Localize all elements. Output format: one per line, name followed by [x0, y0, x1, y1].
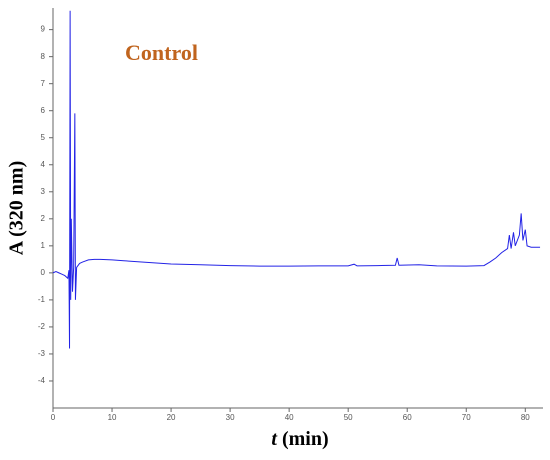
x-axis-symbol: t — [271, 428, 278, 450]
x-tick-label: 70 — [462, 413, 471, 422]
y-tick-label: -3 — [38, 349, 46, 358]
y-tick-label: 9 — [41, 25, 46, 34]
y-tick-label: 5 — [41, 133, 46, 142]
x-tick-label: 30 — [226, 413, 235, 422]
y-tick-label: -4 — [38, 376, 46, 385]
y-tick-label: 3 — [41, 187, 46, 196]
y-tick-label: 6 — [41, 106, 46, 115]
x-tick-label: 20 — [167, 413, 176, 422]
y-tick-label: 4 — [41, 160, 46, 169]
chart-title: Control — [125, 40, 198, 65]
y-tick-label: 7 — [41, 79, 46, 88]
y-tick-label: 0 — [41, 268, 46, 277]
y-tick-label: 2 — [41, 214, 46, 223]
x-tick-label: 60 — [403, 413, 412, 422]
x-axis-unit: (min) — [282, 428, 329, 450]
x-tick-label: 40 — [285, 413, 294, 422]
x-tick-label: 10 — [108, 413, 117, 422]
x-axis-label: t (min) — [271, 428, 328, 450]
data-line — [52, 10, 541, 349]
x-tick-label: 50 — [344, 413, 353, 422]
y-tick-label: 8 — [41, 52, 46, 61]
y-axis-label: A (320 nm) — [6, 161, 28, 255]
x-tick-label: 0 — [51, 413, 56, 422]
y-tick-label: -2 — [38, 322, 46, 331]
y-tick-label: 1 — [41, 241, 46, 250]
x-tick-label: 80 — [521, 413, 530, 422]
y-tick-label: -1 — [38, 295, 46, 304]
